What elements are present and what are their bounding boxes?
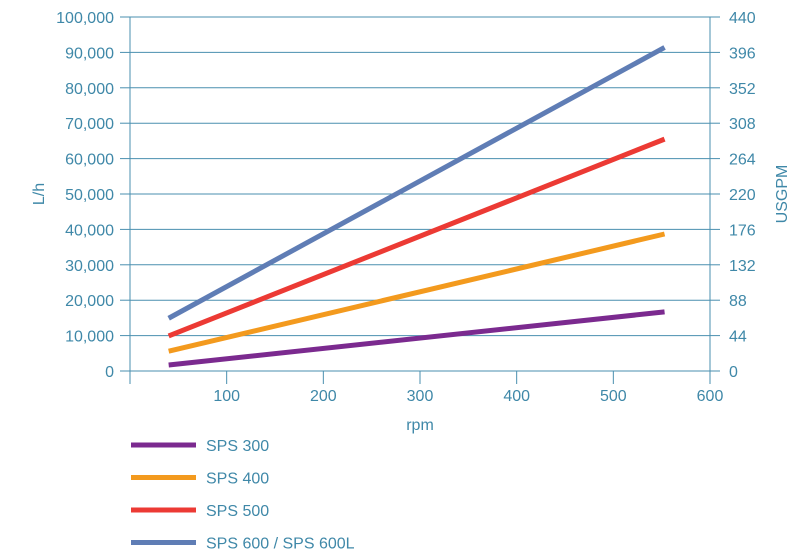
legend-label: SPS 300 <box>206 438 269 455</box>
legend-label: SPS 500 <box>206 503 269 520</box>
y-tick-label: 20,000 <box>65 293 114 310</box>
y-axis-label-right: USGPM <box>774 165 791 224</box>
series-line-2 <box>168 231 666 354</box>
series-lines <box>167 45 666 368</box>
x-axis-label: rpm <box>406 417 434 434</box>
y2-tick-label: 308 <box>729 116 756 133</box>
series-line-3 <box>167 136 666 339</box>
y-tick-label: 60,000 <box>65 152 114 169</box>
x-tick-label: 200 <box>310 388 337 405</box>
x-tick-label: 600 <box>697 388 724 405</box>
y-tick-label: 0 <box>105 364 114 381</box>
axes <box>120 17 720 384</box>
y2-tick-label: 264 <box>729 152 756 169</box>
y-tick-label: 30,000 <box>65 258 114 275</box>
y-tick-label: 50,000 <box>65 187 114 204</box>
legend: SPS 300 SPS 400 SPS 500 SPS 600 / SPS 600L <box>131 438 355 553</box>
grid-lines <box>130 16 710 337</box>
y2-tick-label: 440 <box>729 10 756 27</box>
x-tick-label: 500 <box>600 388 627 405</box>
y-tick-label: 70,000 <box>65 116 114 133</box>
y-tick-label: 10,000 <box>65 329 114 346</box>
y-tick-label: 40,000 <box>65 222 114 239</box>
y-axis-label-left: L/h <box>31 183 48 205</box>
tick-labels: 0 10,000 20,000 30,000 40,000 50,000 60,000 70,… <box>56 10 756 405</box>
y2-tick-label: 88 <box>729 293 747 310</box>
y2-tick-label: 44 <box>729 329 747 346</box>
y-tick-label: 90,000 <box>65 45 114 62</box>
x-tick-label: 400 <box>503 388 530 405</box>
legend-label: SPS 600 / SPS 600L <box>206 536 355 553</box>
y-tick-label: 100,000 <box>56 10 114 27</box>
series-line-4 <box>167 45 666 321</box>
series-line-1 <box>168 309 665 368</box>
y2-tick-label: 0 <box>729 364 738 381</box>
y2-tick-label: 220 <box>729 187 756 204</box>
y2-tick-label: 176 <box>729 222 756 239</box>
x-tick-label: 300 <box>407 388 434 405</box>
y2-tick-label: 352 <box>729 81 756 98</box>
y2-tick-label: 132 <box>729 258 756 275</box>
y-tick-label: 80,000 <box>65 81 114 98</box>
y2-tick-label: 396 <box>729 45 756 62</box>
legend-label: SPS 400 <box>206 471 269 488</box>
x-tick-label: 100 <box>213 388 240 405</box>
